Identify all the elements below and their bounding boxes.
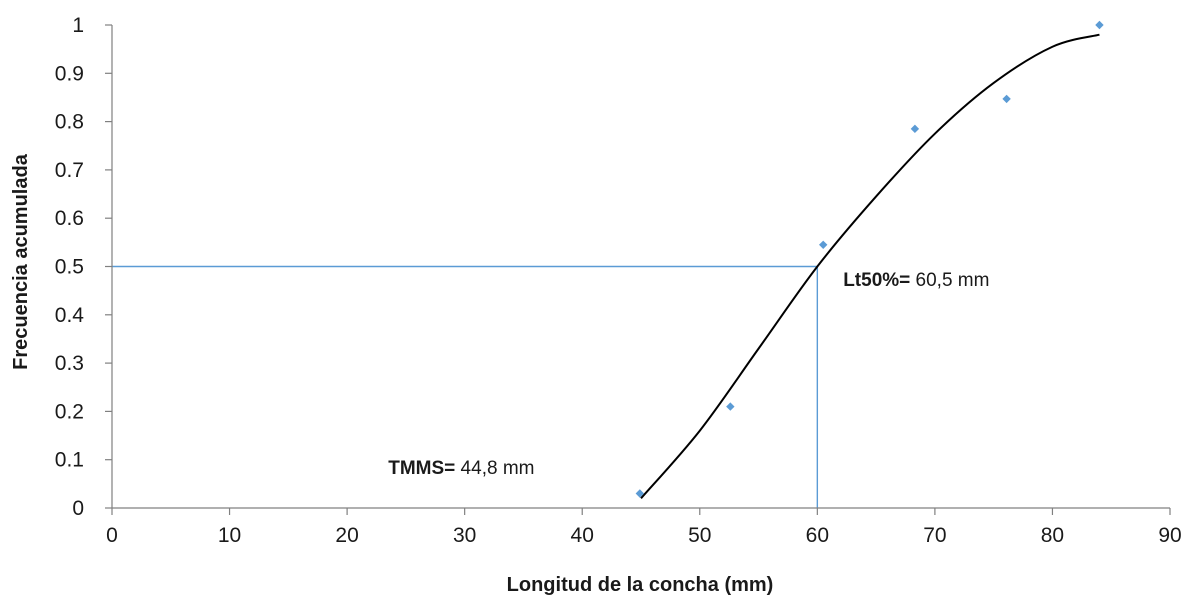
y-tick-label: 0.9 (55, 62, 84, 85)
data-point (910, 124, 920, 134)
y-axis-title: Frecuencia acumulada (10, 153, 32, 370)
fit-curve-layer (640, 33, 1100, 499)
reference-lines (112, 265, 819, 508)
x-tick-label: 50 (688, 524, 711, 547)
y-tick-label: 0.6 (55, 207, 84, 230)
x-tick-label: 80 (1041, 524, 1064, 547)
y-tick-label: 0 (72, 497, 84, 520)
annotation-value: 44,8 mm (455, 458, 534, 479)
x-tick-label: 90 (1158, 524, 1181, 547)
y-tick-label: 0.3 (55, 352, 84, 375)
data-points (635, 20, 1104, 498)
fit-curve (640, 33, 1100, 499)
data-point (819, 240, 828, 249)
x-axis-ticks: 0 10 20 30 40 50 60 70 80 90 (106, 508, 1182, 547)
annotation-label: TMMS= (388, 458, 455, 479)
y-tick-label: 0.2 (55, 400, 84, 423)
y-tick-label: 0.5 (55, 256, 84, 279)
data-point (1095, 20, 1104, 30)
y-tick-label: 0.1 (55, 449, 84, 472)
y-tick-label: 0.4 (55, 304, 85, 327)
x-axis-title: Longitud de la concha (mm) (507, 574, 774, 596)
data-point (635, 489, 645, 498)
y-tick-label: 1 (72, 14, 84, 37)
x-tick-label: 60 (806, 524, 829, 547)
y-axis-ticks: 0 0.1 0.2 0.3 0.4 0.5 0.6 0.7 0.8 0.9 1 (55, 14, 112, 520)
x-tick-label: 10 (218, 524, 241, 547)
annotation-tmms: TMMS= 44,8 mm (388, 458, 534, 479)
y-tick-label: 0.7 (55, 159, 84, 182)
annotation-label: Lt50%= (843, 270, 910, 291)
annotation-lt50: Lt50%= 60,5 mm (843, 270, 989, 291)
y-tick-label: 0.8 (55, 111, 84, 134)
x-tick-label: 70 (923, 524, 946, 547)
x-tick-label: 0 (106, 524, 118, 547)
x-tick-label: 40 (571, 524, 594, 547)
x-tick-label: 30 (453, 524, 476, 547)
x-tick-label: 20 (335, 524, 358, 547)
data-point (1002, 94, 1011, 104)
annotations: Lt50%= 60,5 mm TMMS= 44,8 mm (388, 270, 989, 479)
data-point (726, 402, 735, 411)
annotation-value: 60,5 mm (910, 270, 989, 291)
